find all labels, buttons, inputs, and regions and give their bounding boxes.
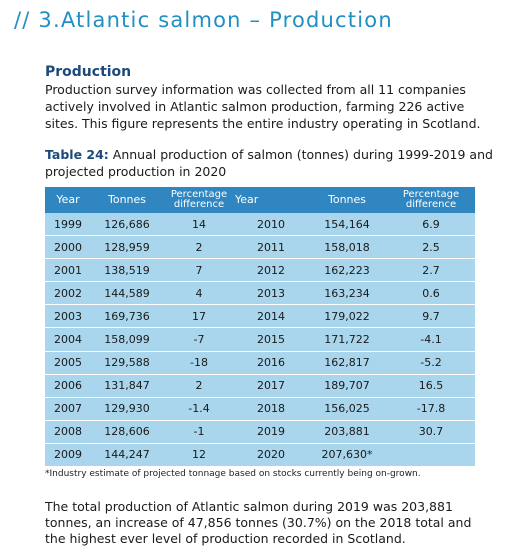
table-cell: 171,722 bbox=[307, 327, 387, 352]
table-cell: 128,606 bbox=[91, 419, 163, 444]
table-cell: 131,847 bbox=[91, 373, 163, 398]
table-cell: 4 bbox=[163, 281, 235, 305]
table-cell: -1.4 bbox=[163, 396, 235, 421]
table-cell: 2016 bbox=[235, 350, 307, 375]
table-cell: 2013 bbox=[235, 281, 307, 305]
production-table: Year Tonnes Percentage difference Year T… bbox=[45, 187, 475, 467]
header-percentage-difference: Percentage difference bbox=[387, 187, 475, 213]
table-caption-label: Table 24: bbox=[45, 147, 109, 162]
intro-paragraph: Production survey information was collec… bbox=[45, 82, 481, 131]
table-cell: 2012 bbox=[235, 258, 307, 282]
table-header-row: Year Tonnes Percentage difference Year T… bbox=[45, 187, 475, 213]
table-row: 1999 126,686 14 2010 154,164 6.9 bbox=[45, 213, 475, 236]
table-caption: Table 24: Annual production of salmon (t… bbox=[45, 146, 495, 180]
table-cell: 2017 bbox=[235, 373, 307, 398]
table-cell: -17.8 bbox=[387, 396, 475, 421]
table-cell: 163,234 bbox=[307, 281, 387, 305]
table-cell: 2009 bbox=[45, 442, 91, 467]
table-cell: 30.7 bbox=[387, 419, 475, 444]
table-row: 2006 131,847 2 2017 189,707 16.5 bbox=[45, 373, 475, 398]
content: Production Production survey information… bbox=[45, 63, 495, 560]
table-row: 2001 138,519 7 2012 162,223 2.7 bbox=[45, 258, 475, 282]
table-cell bbox=[387, 442, 475, 467]
table-cell: 138,519 bbox=[91, 258, 163, 282]
table-cell: 14 bbox=[163, 213, 235, 236]
table-cell: 17 bbox=[163, 304, 235, 328]
summary-paragraph: The total production of Atlantic salmon … bbox=[45, 499, 472, 547]
table-cell: 128,959 bbox=[91, 235, 163, 259]
table-cell: 154,164 bbox=[307, 213, 387, 236]
header-tonnes: Tonnes bbox=[91, 187, 163, 213]
table-row: 2004 158,099 -7 2015 171,722 -4.1 bbox=[45, 327, 475, 352]
table-cell: 2001 bbox=[45, 258, 91, 282]
table-cell: 2014 bbox=[235, 304, 307, 328]
table-cell: 2008 bbox=[45, 419, 91, 444]
table-caption-text: Annual production of salmon (tonnes) dur… bbox=[45, 147, 493, 179]
production-heading: Production bbox=[45, 64, 132, 80]
table-cell: 179,022 bbox=[307, 304, 387, 328]
table-cell: -5.2 bbox=[387, 350, 475, 375]
table-cell: 2.5 bbox=[387, 235, 475, 259]
table-cell: 2002 bbox=[45, 281, 91, 305]
table-cell: 2010 bbox=[235, 213, 307, 236]
table-cell: -4.1 bbox=[387, 327, 475, 352]
table-cell: 129,588 bbox=[91, 350, 163, 375]
table-row: 2000 128,959 2 2011 158,018 2.5 bbox=[45, 235, 475, 259]
table-row: 2005 129,588 -18 2016 162,817 -5.2 bbox=[45, 350, 475, 375]
table-cell: 2 bbox=[163, 373, 235, 398]
table-row: 2002 144,589 4 2013 163,234 0.6 bbox=[45, 281, 475, 305]
table-row: 2008 128,606 -1 2019 203,881 30.7 bbox=[45, 419, 475, 444]
table-cell: 129,930 bbox=[91, 396, 163, 421]
table-cell: 2.7 bbox=[387, 258, 475, 282]
table-cell: 2005 bbox=[45, 350, 91, 375]
table-cell: 6.9 bbox=[387, 213, 475, 236]
table-cell: 9.7 bbox=[387, 304, 475, 328]
table-cell: 2 bbox=[163, 235, 235, 259]
table-footnote: *Industry estimate of projected tonnage … bbox=[45, 469, 421, 480]
table-row: 2003 169,736 17 2014 179,022 9.7 bbox=[45, 304, 475, 328]
header-year: Year bbox=[235, 187, 307, 213]
table-cell: 2019 bbox=[235, 419, 307, 444]
section-title: // 3.Atlantic salmon – Production bbox=[14, 8, 393, 32]
table-cell: 2020 bbox=[235, 442, 307, 467]
table-cell: 156,025 bbox=[307, 396, 387, 421]
table-cell: 2011 bbox=[235, 235, 307, 259]
header-percentage-difference: Percentage difference bbox=[163, 187, 235, 213]
table-cell: 2000 bbox=[45, 235, 91, 259]
table-cell: 2006 bbox=[45, 373, 91, 398]
table-cell: 12 bbox=[163, 442, 235, 467]
table-row: 2009 144,247 12 2020 207,630* bbox=[45, 442, 475, 467]
table-row: 2007 129,930 -1.4 2018 156,025 -17.8 bbox=[45, 396, 475, 421]
table-cell: 126,686 bbox=[91, 213, 163, 236]
table-cell: 162,817 bbox=[307, 350, 387, 375]
table-cell: 158,018 bbox=[307, 235, 387, 259]
table-cell: 7 bbox=[163, 258, 235, 282]
table-cell: -18 bbox=[163, 350, 235, 375]
table-cell: -1 bbox=[163, 419, 235, 444]
table-cell: 2007 bbox=[45, 396, 91, 421]
table-cell: 2004 bbox=[45, 327, 91, 352]
table-cell: -7 bbox=[163, 327, 235, 352]
table-cell: 1999 bbox=[45, 213, 91, 236]
table-cell: 16.5 bbox=[387, 373, 475, 398]
table-cell: 2015 bbox=[235, 327, 307, 352]
table-cell: 207,630* bbox=[307, 442, 387, 467]
header-year: Year bbox=[45, 187, 91, 213]
table-cell: 144,247 bbox=[91, 442, 163, 467]
table-cell: 0.6 bbox=[387, 281, 475, 305]
table-cell: 162,223 bbox=[307, 258, 387, 282]
table-cell: 189,707 bbox=[307, 373, 387, 398]
table-cell: 203,881 bbox=[307, 419, 387, 444]
table-cell: 169,736 bbox=[91, 304, 163, 328]
table-cell: 158,099 bbox=[91, 327, 163, 352]
table-cell: 2018 bbox=[235, 396, 307, 421]
header-tonnes: Tonnes bbox=[307, 187, 387, 213]
table-cell: 2003 bbox=[45, 304, 91, 328]
table-cell: 144,589 bbox=[91, 281, 163, 305]
